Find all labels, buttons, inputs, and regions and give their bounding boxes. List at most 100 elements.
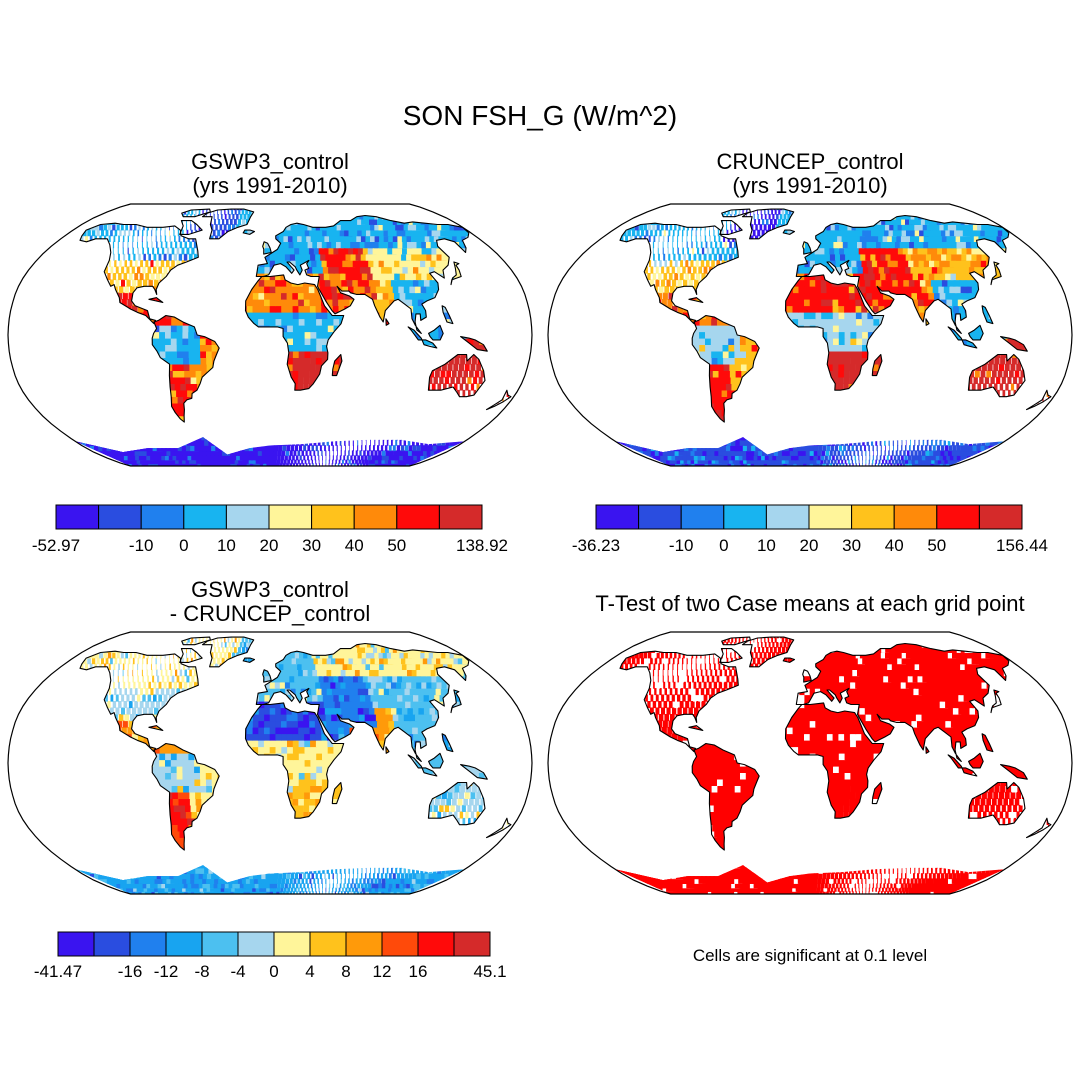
coastline-britain (262, 669, 272, 683)
colorbar-swatch (396, 504, 440, 530)
coastline-japan (990, 689, 1002, 714)
colorbar-tick-label: 8 (341, 962, 350, 981)
coastline-sri_lanka (925, 746, 930, 754)
colorbar-swatch (723, 504, 767, 530)
coastline-iceland (782, 229, 796, 235)
coastline-iceland (242, 229, 256, 235)
colorbar-tick-label: 20 (260, 536, 279, 555)
coastline-new_guinea (460, 764, 488, 780)
coastline-new_guinea (1000, 336, 1028, 352)
coastline-philippines (441, 305, 454, 325)
colorbar-tick-label: 138.92 (456, 536, 508, 555)
colorbar-tick-label: 50 (927, 536, 946, 555)
map-border (7, 203, 533, 467)
colorbar-tick-label: -12 (154, 962, 179, 981)
coastline-indonesia (947, 326, 978, 349)
coastlines-1 (79, 208, 512, 423)
coastline-britain (802, 241, 812, 255)
colorbar-swatch (225, 504, 270, 530)
colorbar-swatch (57, 931, 95, 957)
map-border (547, 203, 1073, 467)
coastline-baffin (179, 220, 203, 235)
coastline-eurasia (255, 214, 470, 334)
colorbar-tick-label: -41.47 (34, 962, 82, 981)
map-border (547, 631, 1073, 895)
coastline-baffin (719, 220, 743, 235)
colorbar-tick-label: 10 (757, 536, 776, 555)
colorbar-swatch (140, 504, 185, 530)
colorbar-swatch (453, 931, 491, 957)
coastline-baffin (719, 648, 743, 663)
colorbar-tick-label: -16 (118, 962, 143, 981)
colorbar-swatch (808, 504, 853, 530)
colorbar-swatch (638, 504, 682, 530)
coastlines-3 (79, 636, 512, 851)
coastline-borneo (968, 324, 984, 341)
colorbar-tick-label: 0 (179, 536, 188, 555)
colorbar-swatch (309, 931, 347, 957)
coastline-new_guinea (460, 336, 488, 352)
coastline-greenland (201, 208, 255, 240)
significance-footnote: Cells are significant at 0.1 level (692, 946, 928, 965)
coastline-ellesmere (181, 208, 211, 218)
map-panel-1 (7, 203, 533, 467)
map-ocean (548, 632, 1072, 894)
coastline-borneo (428, 324, 444, 341)
coastline-south_america (691, 314, 760, 423)
coastline-ellesmere (181, 636, 211, 646)
coastline-eurasia (255, 642, 470, 762)
panel2-title-line2: (yrs 1991-2010) (732, 173, 888, 198)
coastline-baffin (179, 648, 203, 663)
colorbar-tick-label: 10 (217, 536, 236, 555)
coastline-africa (244, 274, 345, 391)
coastline-iceland (242, 657, 256, 663)
colorbar-1: -52.97 -10 0 10 20 30 40 50 138.92 (32, 504, 508, 555)
colorbar-swatch (311, 504, 355, 530)
coastline-sri_lanka (385, 746, 390, 754)
coastline-greenland (741, 208, 795, 240)
colorbar-tick-label: 40 (885, 536, 904, 555)
coastline-cuba (688, 297, 704, 304)
coastline-new_zealand (1025, 389, 1052, 411)
map-panel-3 (7, 631, 533, 895)
coastline-madagascar (871, 781, 883, 805)
colorbar-3: -41.47 -16 -12 -8 -4 0 4 8 12 16 45.1 (34, 931, 507, 981)
colorbar-swatch (851, 504, 895, 530)
map-panel-2 (547, 203, 1073, 467)
panel1-title-line1: GSWP3_control (191, 149, 349, 174)
colorbar-tick-label: -52.97 (32, 536, 80, 555)
colorbar-tick-label: 0 (269, 962, 278, 981)
colorbar-swatch (438, 504, 483, 530)
coastline-madagascar (331, 353, 343, 377)
coastline-philippines (981, 733, 994, 753)
coastline-ellesmere (721, 636, 751, 646)
colorbar-swatch (55, 504, 100, 530)
coastline-britain (262, 241, 272, 255)
panel1-title: GSWP3_control (yrs 1991-2010) (10, 150, 530, 198)
colorbar-swatch (417, 931, 455, 957)
panel3-title-line1: GSWP3_control (191, 577, 349, 602)
colorbar-tick-label: 16 (409, 962, 428, 981)
colorbar-swatch (183, 504, 227, 530)
colorbar-tick-label: 156.44 (996, 536, 1048, 555)
colorbar-tick-label: 12 (373, 962, 392, 981)
coastline-sri_lanka (385, 318, 390, 326)
coastline-britain (802, 669, 812, 683)
coastline-japan (450, 689, 462, 714)
coastline-greenland (741, 636, 795, 668)
coastline-indonesia (407, 326, 438, 349)
colorbar-swatch (273, 931, 311, 957)
colorbar-tick-label: 50 (387, 536, 406, 555)
colorbar-tick-label: -8 (194, 962, 209, 981)
map-ocean (8, 204, 532, 466)
colorbar-swatch (237, 931, 275, 957)
colorbar-tick-label: 45.1 (473, 962, 506, 981)
coastline-madagascar (331, 781, 343, 805)
colorbar-tick-label: 30 (842, 536, 861, 555)
colorbar-tick-label: -4 (230, 962, 245, 981)
colorbar-swatch (381, 931, 419, 957)
colorbar-tick-label: -10 (669, 536, 694, 555)
coastline-south_america (151, 314, 220, 423)
coastline-africa (784, 702, 885, 819)
colorbar-swatch (936, 504, 980, 530)
